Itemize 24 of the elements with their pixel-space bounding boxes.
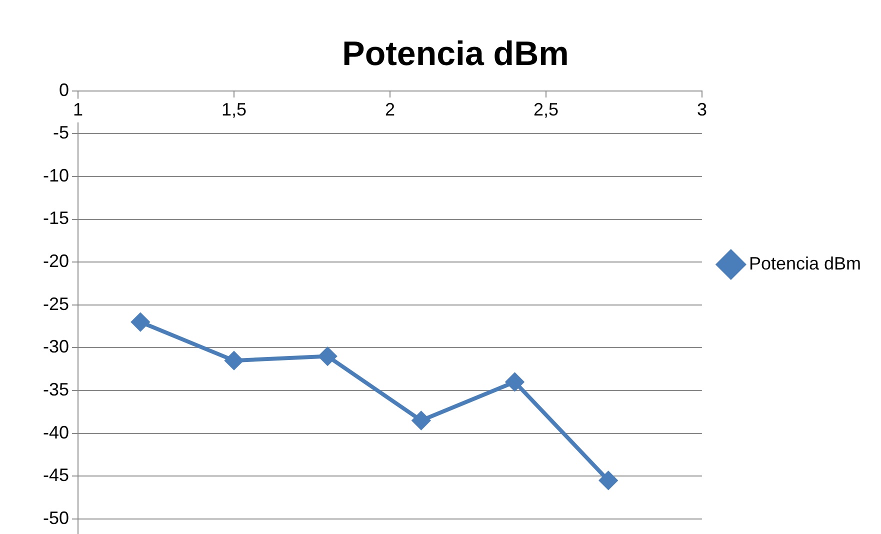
chart-title: Potencia dBm (342, 34, 569, 73)
x-tick-label: 2 (384, 100, 395, 120)
y-tick-label: -35 (43, 380, 70, 400)
point (412, 412, 430, 430)
x-tick-label: 2,5 (533, 100, 558, 120)
y-tick-label: -45 (43, 465, 70, 486)
y-tick-label: -25 (43, 294, 70, 314)
y-tick-label: -30 (43, 336, 70, 357)
point (131, 313, 150, 332)
x-tick-label: 1,5 (221, 100, 247, 120)
y-tick-label: -10 (43, 165, 70, 186)
point (599, 471, 618, 490)
y-tick-label: -15 (43, 208, 70, 228)
y-tick-label: -50 (43, 508, 70, 528)
x-tick-label: 3 (696, 100, 707, 120)
y-tick-label: 0 (59, 80, 70, 100)
y-tick-label: -5 (53, 122, 70, 143)
x-tick-label: 1 (73, 100, 84, 120)
point (318, 347, 337, 366)
y-tick-label: -20 (43, 251, 70, 272)
point (224, 352, 243, 370)
legend-label: Potencia dBm (748, 253, 861, 274)
point (506, 372, 524, 391)
y-tick-label: -40 (43, 422, 70, 442)
